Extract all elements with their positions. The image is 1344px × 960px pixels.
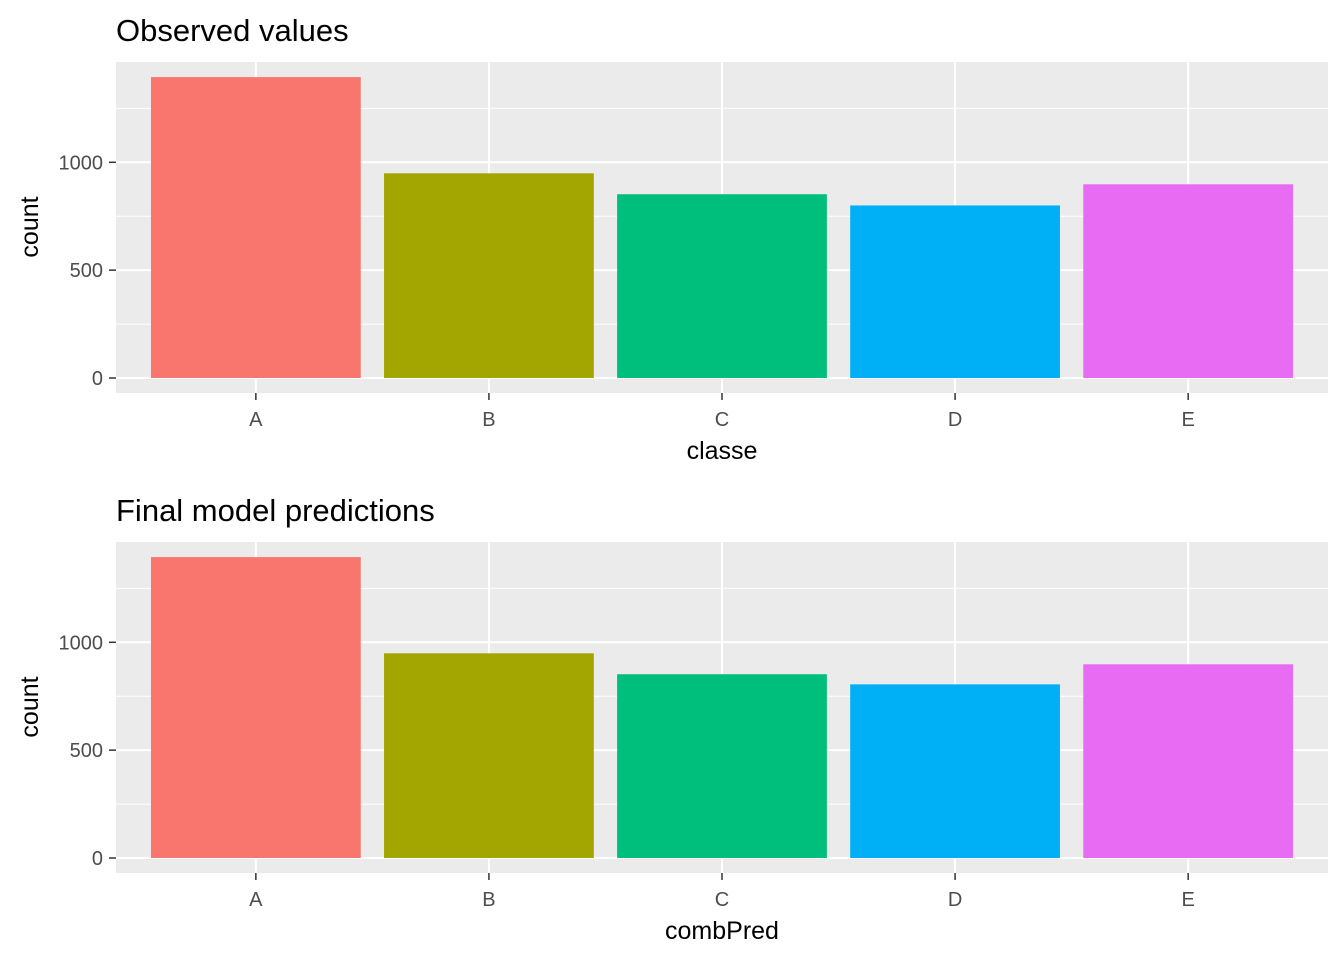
x-tick-label: D [948, 409, 962, 431]
y-tick-label: 0 [92, 368, 103, 390]
bar-B [384, 653, 594, 858]
x-tick-label: C [715, 409, 729, 431]
bar-A [150, 557, 361, 858]
x-tick-label: D [948, 889, 962, 911]
x-tick-label: B [482, 409, 495, 431]
bar-C [617, 194, 827, 378]
bar-C [617, 674, 827, 858]
bar-D [850, 684, 1060, 858]
bar-D [850, 205, 1060, 378]
y-axis-title: count [16, 676, 44, 737]
bar-E [1083, 664, 1294, 858]
x-tick-label: E [1181, 889, 1194, 911]
y-tick-label: 500 [70, 740, 103, 762]
chart-panel-observed: 0 500 1000 A B C D E Observed values classe count [16, 13, 1328, 465]
chart-panel-predictions: 0 500 1000 A B C D E Final model predictions comb… [16, 493, 1328, 945]
chart-title: Observed values [116, 13, 349, 48]
x-tick-label: C [715, 889, 729, 911]
y-tick-label: 1000 [59, 632, 104, 654]
chart-title: Final model predictions [116, 493, 435, 528]
x-tick-label: B [482, 889, 495, 911]
y-tick-label: 1000 [59, 152, 104, 174]
bar-A [150, 77, 361, 379]
bar-B [384, 173, 594, 378]
x-axis-title: combPred [665, 917, 779, 945]
y-axis-title: count [16, 196, 44, 257]
x-tick-label: E [1181, 409, 1194, 431]
x-axis-title: classe [687, 437, 758, 465]
x-tick-label: A [249, 889, 263, 911]
x-tick-label: A [249, 409, 263, 431]
bar-E [1083, 184, 1294, 378]
y-tick-label: 0 [92, 848, 103, 870]
y-tick-label: 500 [70, 260, 103, 282]
